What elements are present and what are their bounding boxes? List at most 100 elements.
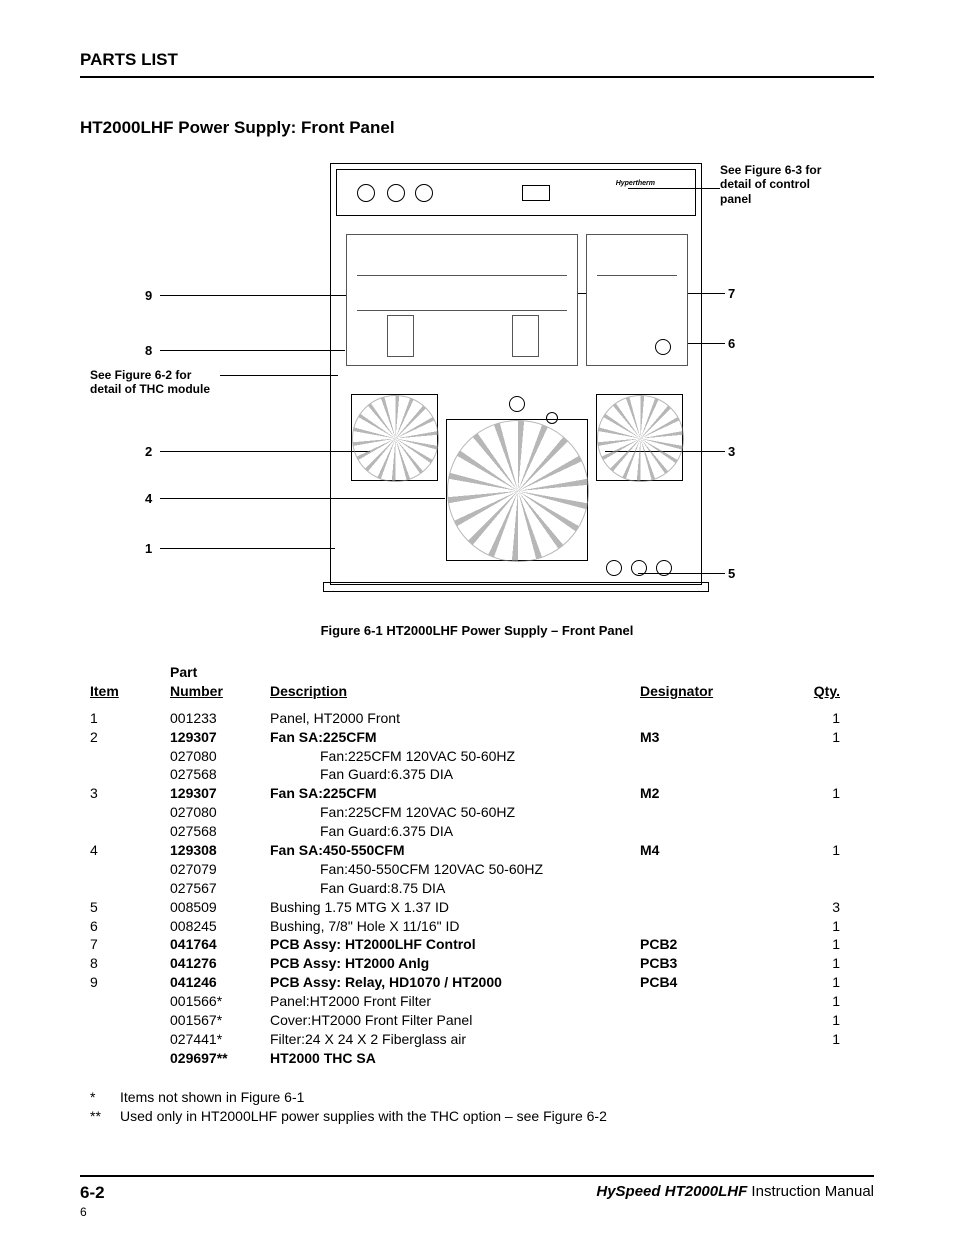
cell-part: 001233 [170,709,270,728]
cell-part: 041764 [170,935,270,954]
cell-desig: M4 [640,841,780,860]
knob-icon [357,184,375,202]
cell-desig: PCB4 [640,973,780,992]
footnote-text: Items not shown in Figure 6-1 [120,1088,304,1107]
cell-desig [640,879,780,898]
fan-blades-icon [447,420,589,562]
cell-item [80,992,170,1011]
cell-item [80,860,170,879]
col-header-item: Item [80,682,170,701]
cell-qty: 1 [780,784,840,803]
callout-5: 5 [728,566,735,581]
footnote-row: **Used only in HT2000LHF power supplies … [80,1107,874,1126]
cell-desc: Fan SA:225CFM [270,784,640,803]
table-row: 027567Fan Guard:8.75 DIA [80,879,874,898]
cell-qty: 1 [780,709,840,728]
divider-line [597,275,677,276]
table-row: 2129307Fan SA:225CFMM31 [80,728,874,747]
bushing-icon [509,396,525,412]
table-row: 5008509Bushing 1.75 MTG X 1.37 ID3 [80,898,874,917]
figure-note-right: See Figure 6-3 for detail of control pan… [720,163,840,206]
cell-qty: 1 [780,935,840,954]
fan-blades-icon [352,395,439,482]
cell-qty: 1 [780,1011,840,1030]
cell-item: 7 [80,935,170,954]
table-row: 027441*Filter:24 X 24 X 2 Fiberglass air… [80,1030,874,1049]
cell-desig [640,822,780,841]
callout-1: 1 [145,541,152,556]
fan-small-right [596,394,683,481]
cell-qty: 1 [780,841,840,860]
footer-title: HySpeed HT2000LHF Instruction Manual [596,1183,874,1219]
base-plate [323,582,709,592]
footnote-row: *Items not shown in Figure 6-1 [80,1088,874,1107]
cell-qty [780,879,840,898]
cell-desig [640,1049,780,1068]
cell-desig [640,765,780,784]
pcb-area [586,234,688,366]
component-icon [512,315,539,357]
col-header-desig: Designator [640,682,780,701]
cell-desig: M2 [640,784,780,803]
display-icon [522,185,550,201]
hole-icon [546,412,558,424]
cell-desig [640,1011,780,1030]
table-row: 027080Fan:225CFM 120VAC 50-60HZ [80,803,874,822]
cell-desig [640,898,780,917]
cell-part: 129308 [170,841,270,860]
cell-desc: Fan Guard:6.375 DIA [270,822,640,841]
callout-7: 7 [728,286,735,301]
cell-part: 027567 [170,879,270,898]
cell-part: 008509 [170,898,270,917]
table-row: 8041276PCB Assy: HT2000 AnlgPCB31 [80,954,874,973]
cell-qty [780,860,840,879]
callout-3: 3 [728,444,735,459]
cell-item: 9 [80,973,170,992]
bushing-icon [655,339,671,355]
footnote-text: Used only in HT2000LHF power supplies wi… [120,1107,607,1126]
pcb-area [346,234,578,366]
table-row: 027080Fan:225CFM 120VAC 50-60HZ [80,747,874,766]
cell-item: 6 [80,917,170,936]
cell-desig [640,992,780,1011]
footer-manual: Instruction Manual [747,1183,874,1200]
cell-desc: Filter:24 X 24 X 2 Fiberglass air [270,1030,640,1049]
cell-item: 3 [80,784,170,803]
cell-item: 4 [80,841,170,860]
table-body: 1001233Panel, HT2000 Front12129307Fan SA… [80,709,874,1068]
parts-table: Part Item Number Description Designator … [80,663,874,1068]
cell-desc: Fan Guard:6.375 DIA [270,765,640,784]
figure-note-left: See Figure 6-2 for detail of THC module [90,368,220,397]
cell-qty: 1 [780,973,840,992]
col-header-desc: Description [270,682,640,701]
cell-desc: Fan SA:450-550CFM [270,841,640,860]
cell-qty: 1 [780,954,840,973]
component-icon [387,315,414,357]
table-row: 1001233Panel, HT2000 Front1 [80,709,874,728]
cell-desc: Fan:450-550CFM 120VAC 50-60HZ [270,860,640,879]
table-row: 027079Fan:450-550CFM 120VAC 50-60HZ [80,860,874,879]
machine-diagram: Hypertherm [330,163,702,585]
cell-desc: Panel, HT2000 Front [270,709,640,728]
cell-desc: Bushing 1.75 MTG X 1.37 ID [270,898,640,917]
cell-desig: PCB3 [640,954,780,973]
table-row: 029697**HT2000 THC SA [80,1049,874,1068]
control-panel: Hypertherm [336,169,696,216]
cell-qty: 1 [780,728,840,747]
cell-qty: 1 [780,992,840,1011]
table-row: 3129307Fan SA:225CFMM21 [80,784,874,803]
cell-part: 041246 [170,973,270,992]
cell-desig: PCB2 [640,935,780,954]
cell-qty [780,1049,840,1068]
page-footer: 6-2 6 HySpeed HT2000LHF Instruction Manu… [80,1175,874,1219]
cell-desc: PCB Assy: HT2000LHF Control [270,935,640,954]
callout-8: 8 [145,343,152,358]
fan-large-center [446,419,588,561]
page: PARTS LIST HT2000LHF Power Supply: Front… [0,0,954,1249]
knob-icon [387,184,405,202]
knob-icon [415,184,433,202]
cell-item: 5 [80,898,170,917]
cell-desig [640,709,780,728]
cell-desc: Cover:HT2000 Front Filter Panel [270,1011,640,1030]
cell-qty [780,747,840,766]
